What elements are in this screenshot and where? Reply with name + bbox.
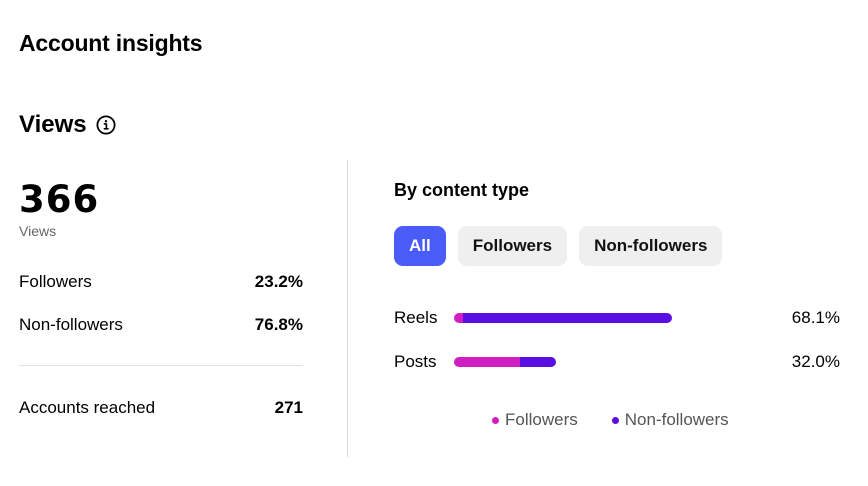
- content-type-percent: 32.0%: [791, 352, 840, 371]
- filter-chip-non-followers[interactable]: Non-followers: [579, 226, 723, 266]
- stat-value: 23.2%: [254, 272, 303, 291]
- bar-track: [454, 357, 784, 367]
- stat-value: 76.8%: [254, 315, 303, 334]
- content-type-percent: 68.1%: [791, 308, 840, 327]
- stat-row-accounts-reached: Accounts reached 271: [19, 398, 303, 418]
- legend-item-followers: Followers: [492, 410, 578, 430]
- column-divider: [347, 160, 348, 457]
- content-row-reels: Reels 68.1%: [394, 306, 840, 330]
- filter-chip-followers[interactable]: Followers: [457, 226, 568, 266]
- bar-segment-followers: [454, 357, 520, 367]
- info-icon[interactable]: [96, 115, 116, 135]
- legend-label: Non-followers: [624, 410, 729, 429]
- stat-row-non-followers: Non-followers 76.8%: [19, 315, 303, 335]
- content-row-posts: Posts 32.0%: [394, 350, 840, 374]
- views-section-header: Views: [19, 111, 116, 139]
- views-total: 366: [19, 178, 100, 221]
- content-type-title: By content type: [394, 180, 530, 200]
- content-type-label: Posts: [394, 352, 437, 371]
- stat-row-followers: Followers 23.2%: [19, 272, 303, 292]
- bar-segment-non-followers: [520, 357, 556, 367]
- stat-value: 271: [274, 398, 303, 417]
- legend-dot-non-followers: [611, 416, 619, 424]
- stat-label: Non-followers: [19, 315, 123, 334]
- legend-dot-followers: [492, 416, 499, 424]
- stat-label: Followers: [19, 272, 92, 291]
- filter-chips: All Followers Non-followers: [394, 226, 723, 266]
- divider: [19, 365, 303, 366]
- views-total-label: Views: [19, 223, 57, 239]
- chart-legend: Followers Non-followers: [492, 410, 729, 430]
- legend-label: Followers: [505, 410, 578, 429]
- bar-track: [454, 313, 784, 323]
- stacked-bar: [454, 357, 556, 367]
- bar-segment-followers: [454, 313, 463, 323]
- content-type-label: Reels: [394, 308, 438, 327]
- stacked-bar: [454, 313, 672, 323]
- stat-label: Accounts reached: [19, 398, 156, 417]
- legend-item-non-followers: Non-followers: [611, 410, 729, 430]
- bar-segment-non-followers: [463, 313, 672, 323]
- filter-chip-all[interactable]: All: [394, 226, 446, 266]
- page-title: Account insights: [19, 30, 203, 56]
- views-section-title: Views: [19, 111, 87, 138]
